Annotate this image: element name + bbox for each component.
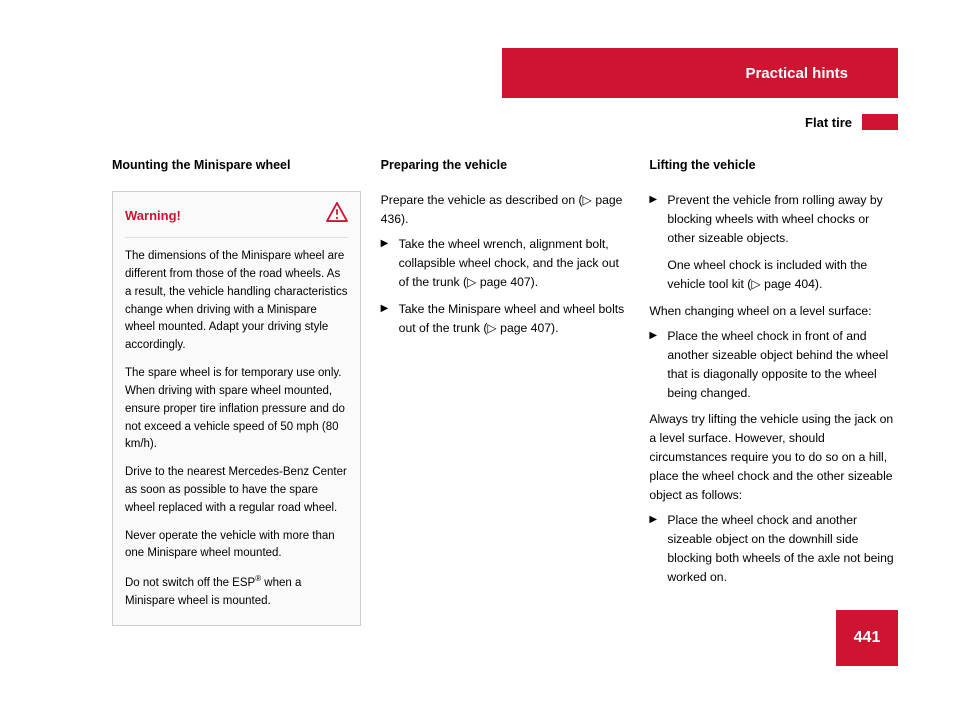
warning-box: Warning! The dimensions of the Minispare… [112, 191, 361, 625]
col2-bullets: Take the wheel wrench, alignment bolt, c… [381, 235, 630, 338]
page-number-box: 441 [836, 610, 898, 666]
col1-heading: Mounting the Minispare wheel [112, 156, 361, 175]
list-item-text: Prevent the vehicle from rolling away by… [667, 193, 882, 245]
col3-heading: Lifting the vehicle [649, 156, 898, 175]
page-number: 441 [854, 629, 881, 647]
chapter-title: Practical hints [745, 65, 848, 82]
column-1: Mounting the Minispare wheel Warning! Th… [112, 156, 361, 626]
warning-para: Never operate the vehicle with more than… [125, 528, 348, 564]
section-accent-box [862, 114, 898, 130]
warning-title: Warning! [125, 206, 181, 226]
col3-bullets-1: Prevent the vehicle from rolling away by… [649, 191, 898, 294]
warning-header: Warning! [125, 202, 348, 238]
warning-para: Drive to the nearest Mercedes-Benz Cente… [125, 464, 348, 517]
list-item: Take the wheel wrench, alignment bolt, c… [381, 235, 630, 292]
col3-para: When changing wheel on a level surface: [649, 302, 898, 321]
list-item: Take the Minispare wheel and wheel bolts… [381, 300, 630, 338]
section-title: Flat tire [805, 115, 852, 130]
col3-bullets-2: Place the wheel chock in front of and an… [649, 327, 898, 403]
col3-bullets-3: Place the wheel chock and another sizeab… [649, 511, 898, 587]
list-item: Place the wheel chock in front of and an… [649, 327, 898, 403]
column-3: Lifting the vehicle Prevent the vehicle … [649, 156, 898, 626]
column-2: Preparing the vehicle Prepare the vehicl… [381, 156, 630, 626]
list-item-sub: One wheel chock is included with the veh… [667, 256, 898, 294]
warning-para: The spare wheel is for temporary use onl… [125, 365, 348, 454]
warning-para: Do not switch off the ESP® when a Minisp… [125, 573, 348, 610]
list-item: Prevent the vehicle from rolling away by… [649, 191, 898, 294]
content-area: Mounting the Minispare wheel Warning! Th… [112, 156, 898, 626]
col2-intro: Prepare the vehicle as described on (▷ p… [381, 191, 630, 229]
warning-icon [326, 202, 348, 229]
col3-para: Always try lifting the vehicle using the… [649, 410, 898, 505]
warning-para: The dimensions of the Minispare wheel ar… [125, 248, 348, 355]
section-header: Flat tire [805, 114, 898, 130]
col2-heading: Preparing the vehicle [381, 156, 630, 175]
list-item: Place the wheel chock and another sizeab… [649, 511, 898, 587]
chapter-header: Practical hints [502, 48, 898, 98]
